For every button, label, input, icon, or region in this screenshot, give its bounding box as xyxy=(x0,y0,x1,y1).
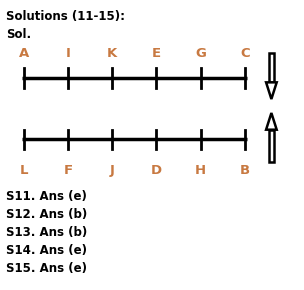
Text: S11. Ans (e): S11. Ans (e) xyxy=(6,190,87,202)
Text: A: A xyxy=(19,47,29,60)
Text: D: D xyxy=(151,164,162,177)
Text: Sol.: Sol. xyxy=(6,28,31,41)
Text: J: J xyxy=(110,164,115,177)
Text: G: G xyxy=(195,47,206,60)
Text: C: C xyxy=(240,47,250,60)
Text: S13. Ans (b): S13. Ans (b) xyxy=(6,226,87,239)
Text: H: H xyxy=(195,164,206,177)
Polygon shape xyxy=(266,82,277,99)
Text: K: K xyxy=(107,47,117,60)
Text: S12. Ans (b): S12. Ans (b) xyxy=(6,208,87,221)
Text: S15. Ans (e): S15. Ans (e) xyxy=(6,262,87,275)
Polygon shape xyxy=(266,113,277,130)
Text: B: B xyxy=(240,164,250,177)
Text: Solutions (11-15):: Solutions (11-15): xyxy=(6,10,125,23)
Text: S14. Ans (e): S14. Ans (e) xyxy=(6,244,87,257)
Bar xyxy=(269,130,274,162)
Text: E: E xyxy=(152,47,161,60)
Text: F: F xyxy=(64,164,73,177)
Text: L: L xyxy=(19,164,28,177)
Bar xyxy=(269,53,274,82)
Text: I: I xyxy=(66,47,71,60)
